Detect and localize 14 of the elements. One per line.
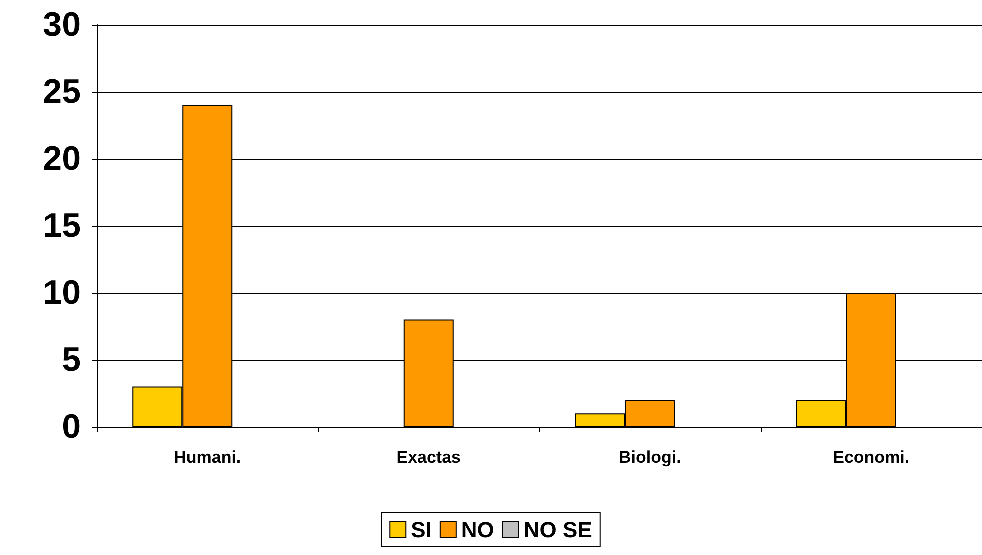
y-tick-label: 20 (43, 140, 81, 178)
y-tick-label: 30 (43, 6, 81, 44)
x-tick-label: Humani. (174, 448, 242, 467)
y-tick-label: 25 (43, 73, 81, 111)
legend-label: SI (411, 518, 432, 542)
y-tick-label: 5 (62, 341, 81, 379)
legend-label: NO SE (524, 518, 592, 542)
legend-label: NO (461, 518, 494, 542)
x-tick-label: Economi. (833, 448, 910, 467)
x-tick-label: Exactas (396, 448, 462, 467)
y-tick-label: 10 (43, 274, 81, 312)
y-tick-label: 0 (62, 408, 81, 446)
x-tick-label: Biologi. (618, 448, 682, 467)
y-tick-label: 15 (43, 207, 81, 245)
